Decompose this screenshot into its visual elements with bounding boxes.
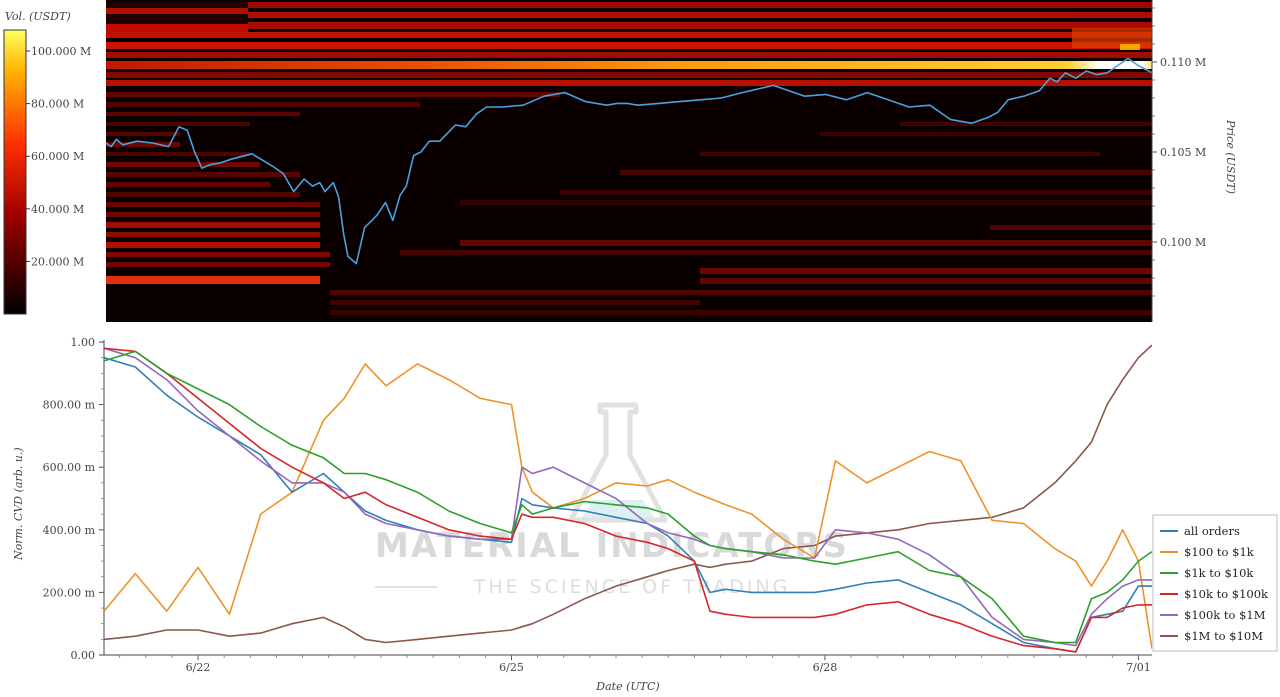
heatmap-cell — [106, 2, 1152, 8]
colorbar: Vol. (USDT) 20.000 M 40.000 M 60.000 M 80.0… — [3, 10, 91, 315]
heatmap-cell — [560, 190, 1152, 195]
heatmap-cell — [106, 142, 180, 147]
heatmap-cell — [460, 200, 1152, 205]
heatmap-cell — [106, 61, 1152, 69]
cvd-tick-label: 400.00 m — [43, 524, 96, 537]
cvd-axis-label: Norm. CVD (arb. u.) — [12, 447, 25, 561]
colorbar-tick-label: 40.000 M — [31, 203, 84, 216]
price-tick-label: 0.110 M — [1160, 56, 1206, 69]
heatmap-cell — [106, 112, 300, 116]
date-axis-label: Date (UTC) — [595, 680, 659, 693]
heatmap-cell — [330, 310, 1152, 315]
date-tick-label: 6/25 — [499, 661, 524, 674]
price-tick-label: 0.105 M — [1160, 146, 1206, 159]
heatmap-cell — [820, 132, 1152, 136]
heatmap-cell — [900, 122, 1152, 126]
heatmap-cell — [106, 8, 248, 14]
heatmap-cell — [400, 250, 1152, 255]
heatmap-cell — [1072, 28, 1152, 48]
colorbar-label: Vol. (USDT) — [5, 10, 71, 23]
cvd-tick-label: 600.00 m — [43, 461, 96, 474]
series-line-all-orders — [104, 356, 1152, 653]
colorbar-tick-label: 20.000 M — [31, 255, 84, 268]
legend-label: $1k to $10k — [1184, 566, 1254, 580]
date-tick-label: 6/28 — [813, 661, 838, 674]
flask-icon — [568, 402, 668, 523]
series-line--1k-to-10k — [104, 350, 1152, 644]
heatmap-cell — [106, 22, 1152, 29]
heatmap-cell — [106, 52, 1152, 58]
heatmap-cell — [106, 102, 420, 107]
series-line--100-to-1k — [104, 363, 1152, 649]
legend-label: all orders — [1184, 524, 1240, 538]
cvd-tick-label: 0.00 — [71, 649, 96, 662]
heatmap-cell — [990, 225, 1152, 230]
heatmap-cell — [106, 182, 270, 187]
cvd-tick-label: 800.00 m — [43, 399, 96, 412]
heatmap-cell — [106, 122, 250, 126]
legend-label: $100k to $1M — [1184, 608, 1266, 622]
series-line--100k-to-1m — [104, 347, 1152, 647]
heatmap-cell — [106, 212, 320, 217]
legend-label: $10k to $100k — [1184, 587, 1269, 601]
heatmap-cell — [106, 72, 1152, 78]
watermark: MATERIAL INDICATORS THE SCIENCE OF TRADI… — [375, 402, 849, 598]
heatmap-cell — [106, 262, 330, 267]
heatmap-cell — [1120, 44, 1140, 50]
legend-label: $1M to $10M — [1184, 629, 1263, 643]
price-tick-label: 0.100 M — [1160, 236, 1206, 249]
watermark-title: MATERIAL INDICATORS — [375, 526, 849, 566]
colorbar-tick-label: 80.000 M — [31, 98, 84, 111]
heatmap-cell — [106, 42, 1152, 49]
heatmap-cell — [106, 92, 560, 97]
heatmap-cell — [106, 32, 1152, 38]
heatmap-cell — [106, 242, 320, 248]
heatmap-cell — [700, 278, 1152, 284]
heatmap-cell — [700, 268, 1152, 274]
heatmap-cell — [106, 276, 320, 284]
cvd-panel: 0.00 200.00 m 400.00 m 600.00 m 800.00 m 1.00… — [12, 336, 1278, 693]
series-line--1m-to-10m — [104, 344, 1152, 644]
price-axis-label: Price (USDT) — [1224, 119, 1237, 194]
heatmap-cell — [106, 232, 320, 237]
colorbar-gradient — [3, 29, 27, 315]
heatmap-cell — [106, 192, 300, 197]
heatmap-cell — [106, 222, 320, 228]
heatmap-cell — [700, 152, 1100, 156]
heatmap-cell — [330, 300, 700, 305]
heatmap-cell — [106, 12, 1152, 18]
heatmap-cell — [106, 24, 248, 32]
heatmap-cell — [330, 290, 1152, 295]
price-line — [106, 57, 1152, 265]
heatmap-cell — [106, 172, 300, 177]
heatmap-cell — [620, 170, 1152, 175]
heatmap-cell — [106, 80, 1152, 86]
cvd-tick-label: 1.00 — [71, 336, 96, 349]
heatmap-cell — [106, 162, 260, 167]
heatmap-cell — [106, 202, 320, 207]
legend-label: $100 to $1k — [1184, 545, 1255, 559]
legend: all orders $100 to $1k $1k to $10k $10k to … — [1152, 514, 1278, 652]
heatmap-cell — [106, 132, 180, 136]
series-line--10k-to-100k — [104, 347, 1152, 653]
cvd-tick-label: 200.00 m — [43, 586, 96, 599]
heatmap-panel: 0.100 M 0.105 M 0.110 M Price (USDT) — [106, 0, 1237, 322]
date-tick-label: 6/22 — [186, 661, 211, 674]
colorbar-tick-label: 60.000 M — [31, 150, 84, 163]
colorbar-tick-label: 100.000 M — [31, 45, 91, 58]
watermark-subtitle: THE SCIENCE OF TRADING — [473, 576, 791, 598]
heatmap-cell — [106, 152, 250, 156]
heatmap-cell — [460, 240, 1152, 246]
heatmap-cell — [106, 252, 330, 257]
date-tick-label: 7/01 — [1126, 661, 1151, 674]
